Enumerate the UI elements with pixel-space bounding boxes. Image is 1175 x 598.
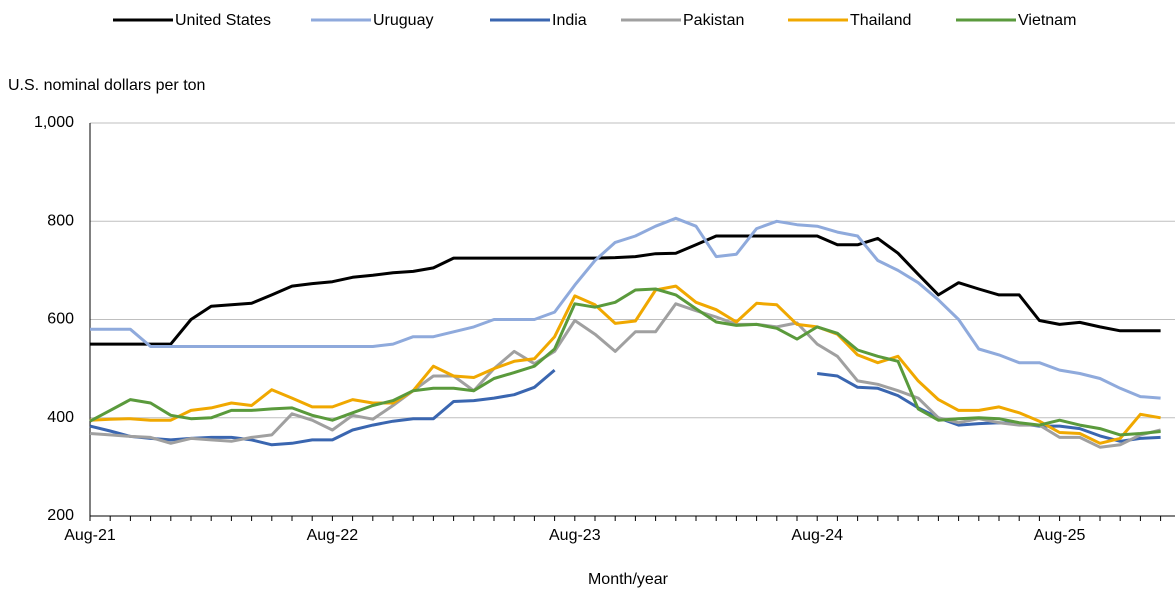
legend-label: Vietnam bbox=[1018, 12, 1076, 29]
y-tick-label: 200 bbox=[47, 507, 74, 524]
series-line bbox=[89, 302, 1161, 449]
series-line bbox=[90, 234, 1161, 346]
series-line bbox=[89, 287, 1161, 437]
x-tick-label: Aug-24 bbox=[791, 527, 843, 544]
y-tick-label: 800 bbox=[47, 212, 74, 229]
legend-label: United States bbox=[175, 12, 271, 29]
x-tick-label: Aug-25 bbox=[1034, 527, 1086, 544]
legend-label: India bbox=[552, 12, 587, 29]
series-line bbox=[89, 368, 1161, 447]
x-axis-label: Month/year bbox=[588, 571, 669, 588]
y-axis-label: U.S. nominal dollars per ton bbox=[8, 77, 205, 94]
x-tick-label: Aug-23 bbox=[549, 527, 601, 544]
series-line bbox=[90, 216, 1161, 400]
y-tick-label: 400 bbox=[47, 409, 74, 426]
series-line bbox=[89, 284, 1161, 445]
x-tick-label: Aug-21 bbox=[64, 527, 116, 544]
y-tick-label: 1,000 bbox=[34, 114, 74, 131]
legend-label: Thailand bbox=[850, 12, 911, 29]
y-tick-label: 600 bbox=[47, 311, 74, 328]
legend-label: Pakistan bbox=[683, 12, 744, 29]
legend-label: Uruguay bbox=[373, 12, 433, 29]
x-tick-label: Aug-22 bbox=[307, 527, 359, 544]
